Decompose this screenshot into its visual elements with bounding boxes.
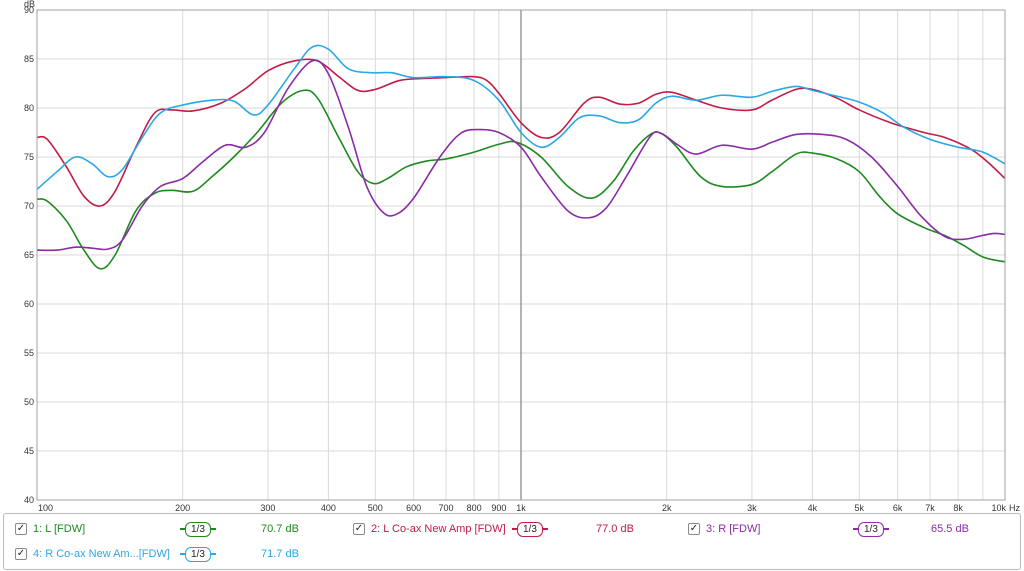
legend-item-1-checkbox-row: ✓ 1: L [FDW] — [15, 520, 173, 538]
x-tick-label-10k: 10k — [991, 503, 1006, 512]
smoothing-label-3: 1/3 — [858, 521, 884, 537]
y-tick-label-60: 60 — [24, 299, 34, 309]
y-tick-label-80: 80 — [24, 103, 34, 113]
y-tick-label-40: 40 — [24, 495, 34, 505]
y-tick-label-65: 65 — [24, 250, 34, 260]
x-tick-labels: 100 200 300 400 500 600 700 800 900 1k 2k 3k 4k 5k 6k 7… — [38, 503, 1006, 512]
x-tick-label-500: 500 — [368, 503, 383, 512]
y-tick-label-55: 55 — [24, 348, 34, 358]
legend-name-4: 4: R Co-ax New Am...[FDW] — [33, 548, 170, 560]
y-tick-label-85: 85 — [24, 54, 34, 64]
x-tick-label-5k: 5k — [855, 503, 865, 512]
legend-checkbox-4[interactable]: ✓ — [15, 548, 27, 560]
x-tick-label-800: 800 — [467, 503, 482, 512]
x-tick-label-8k: 8k — [953, 503, 963, 512]
legend-item-4-checkbox-row: ✓ 4: R Co-ax New Am...[FDW] — [15, 545, 193, 563]
x-tick-label-900: 900 — [491, 503, 506, 512]
smoothing-label-4: 1/3 — [185, 546, 211, 562]
x-tick-label-3k: 3k — [747, 503, 757, 512]
x-tick-label-7k: 7k — [925, 503, 935, 512]
legend-checkbox-3[interactable]: ✓ — [688, 523, 700, 535]
legend-panel: ✓ 1: L [FDW] 1/3 70.7 dB ✓ 2: L Co-ax Ne… — [3, 513, 1021, 570]
legend-name-1: 1: L [FDW] — [33, 523, 86, 535]
legend-name-2: 2: L Co-ax New Amp [FDW] — [371, 523, 506, 535]
legend-value-1: 70.7 dB — [261, 523, 299, 535]
x-tick-label-200: 200 — [175, 503, 190, 512]
legend-item-3-checkbox-row: ✓ 3: R [FDW] — [688, 520, 846, 538]
y-tick-label-70: 70 — [24, 201, 34, 211]
y-tick-labels: 40 45 50 55 60 65 70 75 80 85 90 — [24, 5, 34, 505]
legend-value-2: 77.0 dB — [596, 523, 634, 535]
legend-checkbox-2[interactable]: ✓ — [353, 523, 365, 535]
x-tick-label-4k: 4k — [808, 503, 818, 512]
x-unit-label: Hz — [1009, 503, 1020, 512]
x-tick-label-400: 400 — [321, 503, 336, 512]
series-line-4 — [36, 44, 1006, 190]
smoothing-control-1[interactable]: 1/3 — [180, 520, 216, 538]
y-tick-label-90: 90 — [24, 5, 34, 15]
series-lines — [36, 44, 1006, 270]
y-tick-label-50: 50 — [24, 397, 34, 407]
legend-value-3: 65.5 dB — [931, 523, 969, 535]
legend-name-3: 3: R [FDW] — [706, 523, 761, 535]
smoothing-control-3[interactable]: 1/3 — [853, 520, 889, 538]
legend-checkbox-1[interactable]: ✓ — [15, 523, 27, 535]
y-unit-label: dB — [24, 0, 35, 9]
x-tick-label-300: 300 — [260, 503, 275, 512]
y-tick-label-45: 45 — [24, 446, 34, 456]
x-tick-label-600: 600 — [406, 503, 421, 512]
x-tick-label-2k: 2k — [662, 503, 672, 512]
x-tick-label-6k: 6k — [893, 503, 903, 512]
smoothing-label-2: 1/3 — [517, 521, 543, 537]
smoothing-label-1: 1/3 — [185, 521, 211, 537]
legend-value-4: 71.7 dB — [261, 548, 299, 560]
plot-frame — [36, 9, 1006, 501]
smoothing-control-4[interactable]: 1/3 — [180, 545, 216, 563]
series-line-3 — [36, 59, 1006, 252]
y-tick-label-75: 75 — [24, 152, 34, 162]
smoothing-control-2[interactable]: 1/3 — [512, 520, 548, 538]
frequency-response-chart: 40 45 50 55 60 65 70 75 80 85 90 100 200 300 400 500 60… — [24, 0, 1021, 512]
x-tick-label-1k: 1k — [516, 503, 526, 512]
legend-item-2-checkbox-row: ✓ 2: L Co-ax New Amp [FDW] — [353, 520, 511, 538]
x-tick-label-100: 100 — [38, 503, 53, 512]
series-line-1 — [36, 89, 1006, 270]
x-tick-label-700: 700 — [439, 503, 454, 512]
